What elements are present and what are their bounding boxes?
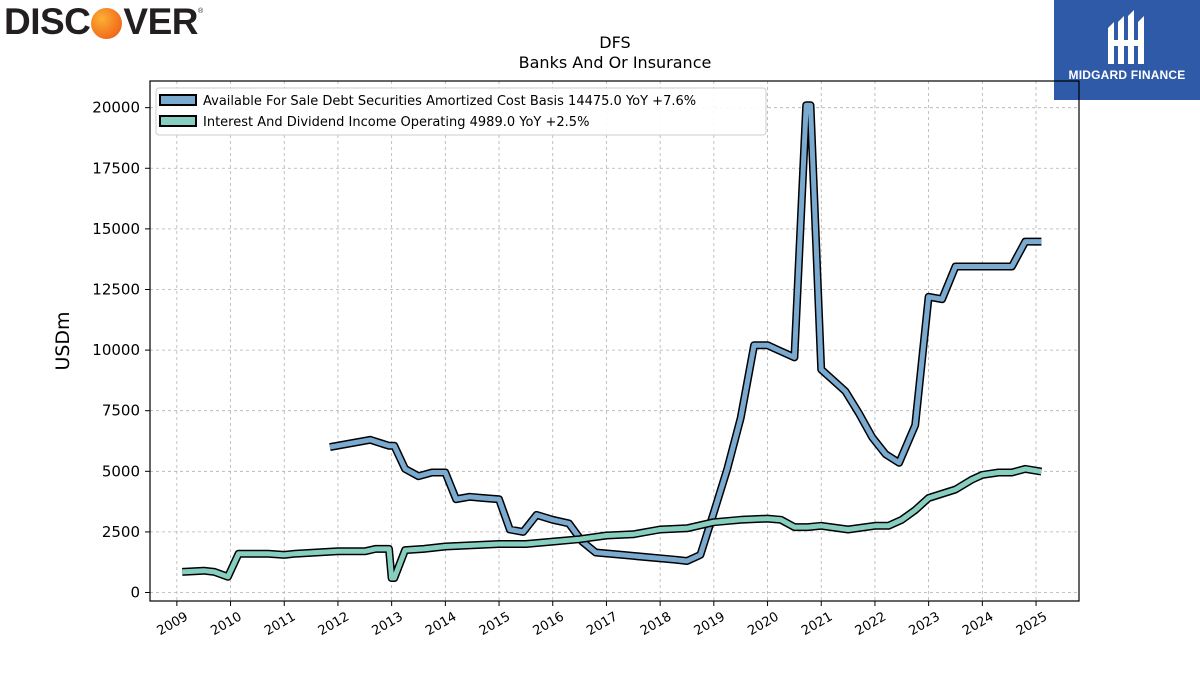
- x-tick-label: 2024: [960, 609, 996, 639]
- chart-subtitle: Banks And Or Insurance: [519, 53, 712, 72]
- x-tick-label: 2019: [692, 609, 728, 639]
- x-tick-label: 2023: [906, 609, 942, 639]
- y-tick-label: 12500: [92, 280, 140, 298]
- x-tick-label: 2012: [316, 609, 352, 639]
- logo-text-left: DISC: [4, 1, 91, 42]
- x-axis: 2009 2010 2011 2012 2013 2014 2015 2016 2017 2018…: [155, 601, 1050, 639]
- discover-logo: DISC VER ®: [4, 1, 203, 42]
- x-tick-label: 2014: [423, 609, 459, 639]
- legend-box: [155, 87, 767, 136]
- logo-orange-dot: [91, 7, 123, 39]
- x-tick-label: 2020: [745, 609, 781, 639]
- series-1-line: [182, 466, 1042, 581]
- legend: Available For Sale Debt Securities Amort…: [155, 87, 767, 136]
- x-tick-label: 2009: [155, 609, 191, 639]
- midgard-finance-badge: MIDGARD FINANCE: [1054, 0, 1200, 100]
- series-0-line: [329, 102, 1042, 564]
- x-tick-label: 2010: [208, 609, 244, 639]
- logo-registered-mark: ®: [197, 8, 203, 15]
- logo-text-right: VER: [123, 1, 198, 42]
- x-tick-label: 2011: [262, 609, 298, 639]
- midgard-label: MIDGARD FINANCE: [1068, 68, 1186, 82]
- y-axis: 0 2500 5000 7500 10000 12500 15000 17500 20000: [92, 99, 150, 602]
- x-tick-label: 2015: [477, 609, 513, 639]
- midgard-emblem-icon: [1108, 10, 1144, 64]
- legend-entry-1: Interest And Dividend Income Operating 4…: [203, 115, 589, 130]
- y-tick-label: 15000: [92, 220, 140, 238]
- legend-swatch-0: [159, 94, 197, 106]
- chart-title: DFS: [599, 33, 630, 52]
- plot-frame: [149, 80, 1080, 602]
- x-tick-label: 2021: [799, 609, 835, 639]
- y-tick-label: 20000: [92, 99, 140, 117]
- y-tick-label: 17500: [92, 159, 140, 177]
- y-tick-label: 10000: [92, 341, 140, 359]
- y-axis-label: USDm: [52, 311, 74, 370]
- x-tick-label: 2018: [638, 609, 674, 639]
- y-tick-label: 7500: [102, 402, 140, 420]
- x-tick-label: 2017: [584, 609, 620, 639]
- x-tick-label: 2022: [853, 609, 889, 639]
- y-tick-label: 2500: [102, 523, 140, 541]
- y-tick-label: 0: [130, 584, 140, 602]
- legend-swatch-1: [159, 115, 197, 127]
- series-1-outline: [181, 464, 1043, 582]
- grid: [150, 81, 1079, 601]
- y-tick-label: 5000: [102, 462, 140, 480]
- series-layer: [181, 101, 1043, 582]
- x-tick-label: 2016: [531, 609, 567, 639]
- x-tick-label: 2013: [369, 609, 405, 639]
- legend-entry-0: Available For Sale Debt Securities Amort…: [203, 94, 696, 109]
- x-tick-label: 2025: [1014, 609, 1050, 639]
